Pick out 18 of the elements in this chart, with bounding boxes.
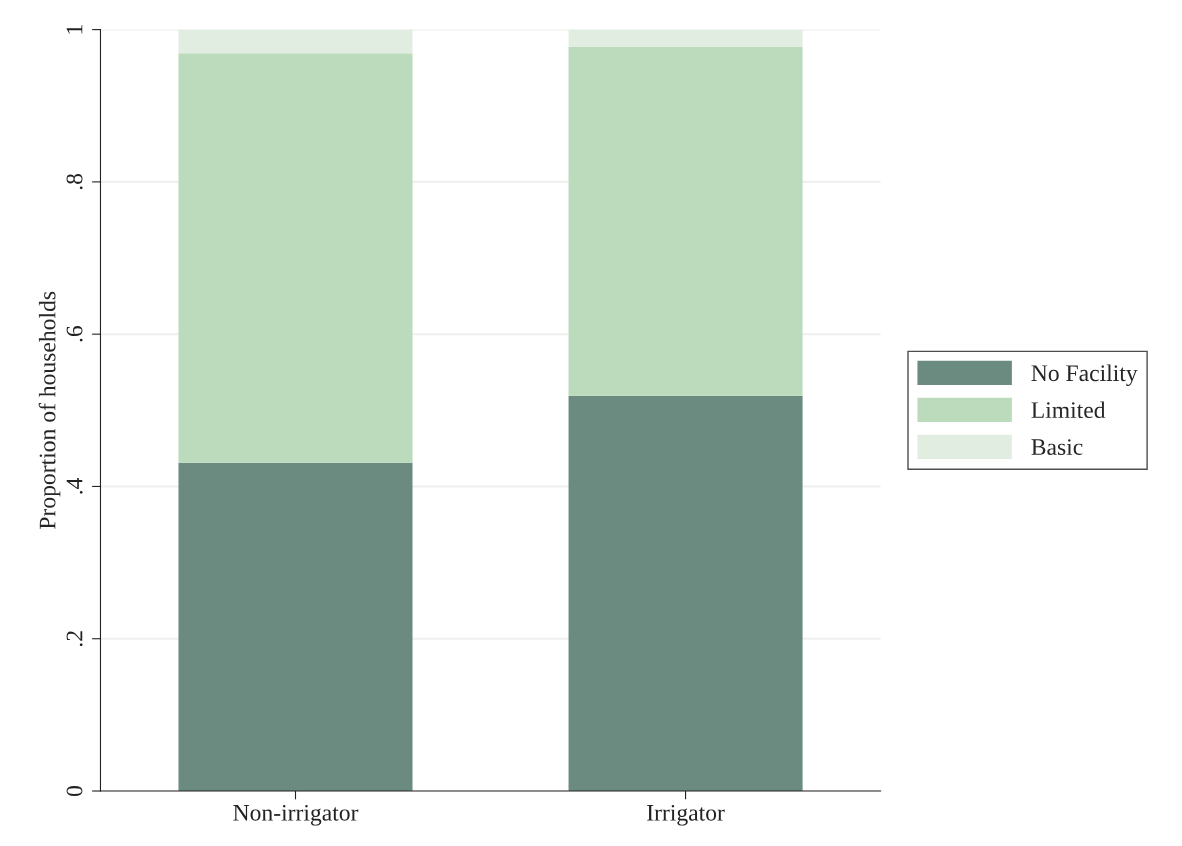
bar [568,47,803,396]
bar [178,462,413,792]
bar [178,53,413,463]
legend-label: Limited [1031,401,1106,419]
y-tick-label: 1 [66,25,83,34]
bar [178,29,413,54]
y-tick-label: .6 [66,326,83,342]
x-tick-label: Non-irrigator [233,804,359,826]
y-tick-label: .8 [66,173,83,190]
legend-label: No Facility [1031,364,1138,386]
y-tick-label: .4 [66,477,83,494]
y-tick-label: 0 [66,786,83,797]
y-tick-label: .2 [66,631,83,647]
legend-label: Basic [1031,439,1083,455]
bar [568,29,803,48]
x-tick-label: Irrigator [647,804,725,826]
y-axis-title: Proportion of households [38,291,61,529]
bar [568,395,803,792]
